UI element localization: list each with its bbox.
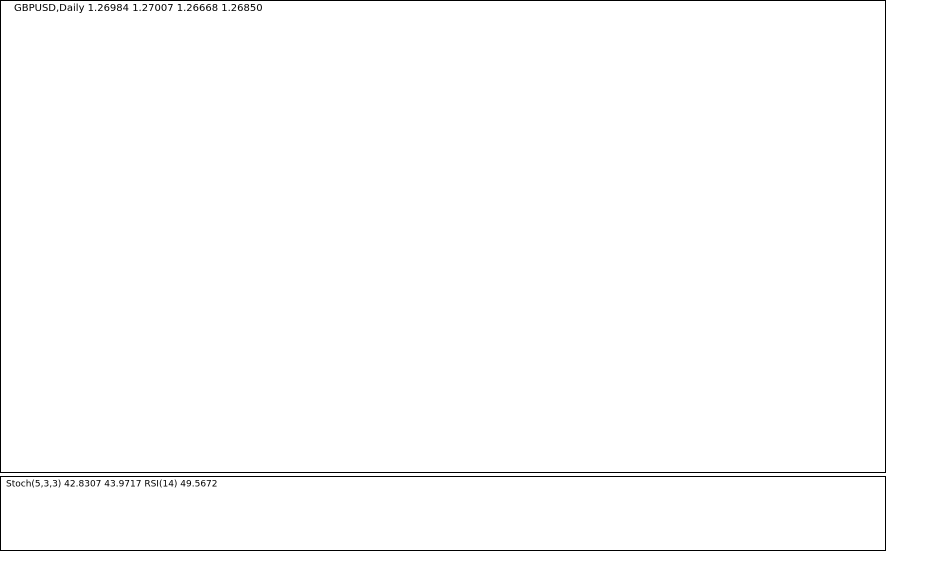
chart-title: GBPUSD,Daily 1.26984 1.27007 1.26668 1.2… bbox=[14, 3, 263, 14]
price-panel bbox=[0, 0, 886, 473]
indicator-title: Stoch(5,3,3) 42.8307 43.9717 RSI(14) 49.… bbox=[6, 480, 218, 490]
indicator-panel bbox=[0, 476, 886, 551]
